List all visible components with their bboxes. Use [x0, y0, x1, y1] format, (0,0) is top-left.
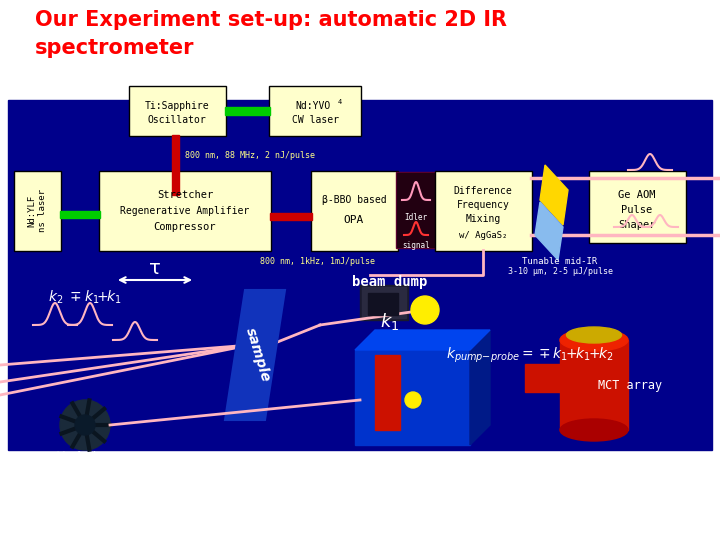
- Circle shape: [411, 296, 439, 324]
- Circle shape: [60, 400, 110, 450]
- Bar: [0, 0, 720, 100]
- Bar: [560, 340, 628, 430]
- Text: β-BBO based: β-BBO based: [322, 195, 387, 205]
- Bar: [355, 350, 470, 445]
- Text: Nd:YVO: Nd:YVO: [295, 101, 330, 111]
- Text: τ: τ: [149, 259, 161, 278]
- Text: 4: 4: [338, 99, 342, 105]
- Polygon shape: [540, 165, 568, 225]
- Circle shape: [75, 415, 95, 435]
- Bar: [60, 211, 100, 218]
- Text: Pulse: Pulse: [621, 205, 652, 215]
- FancyBboxPatch shape: [99, 171, 271, 251]
- Bar: [172, 135, 179, 195]
- Text: optical chopper: optical chopper: [45, 451, 125, 461]
- Text: Nd:YLF
ns laser: Nd:YLF ns laser: [27, 190, 47, 233]
- Text: OPA: OPA: [344, 215, 364, 225]
- Text: Oscillator: Oscillator: [148, 115, 207, 125]
- Text: 3-10 μm, 2-5 μJ/pulse: 3-10 μm, 2-5 μJ/pulse: [508, 267, 613, 276]
- Text: Frequency: Frequency: [456, 200, 510, 210]
- Text: sample: sample: [243, 326, 273, 384]
- Text: Ti:Sapphire: Ti:Sapphire: [145, 101, 210, 111]
- Text: MCT array: MCT array: [598, 379, 662, 392]
- Bar: [368, 293, 398, 315]
- Text: $k_{pump\mathrm{-}probe} = \mp k_1 \!\!+\!\! k_1 \!\!+\!\! k_2$: $k_{pump\mathrm{-}probe} = \mp k_1 \!\!+…: [446, 346, 613, 365]
- Text: spectrometer: spectrometer: [35, 38, 194, 58]
- Text: Regenerative Amplifier: Regenerative Amplifier: [120, 206, 250, 216]
- FancyBboxPatch shape: [14, 171, 61, 251]
- Text: monochromator: monochromator: [342, 455, 418, 465]
- Bar: [270, 213, 312, 220]
- Text: CW laser: CW laser: [292, 115, 338, 125]
- Text: beam dump: beam dump: [352, 275, 428, 289]
- Text: Difference: Difference: [454, 186, 513, 196]
- Text: $k_2\ \mp k_1 \!\!+\!\! k_1$: $k_2\ \mp k_1 \!\!+\!\! k_1$: [48, 288, 122, 306]
- Text: 800 nm, 1kHz, 1mJ/pulse: 800 nm, 1kHz, 1mJ/pulse: [260, 258, 375, 267]
- Text: Mixing: Mixing: [465, 214, 500, 224]
- Text: Stretcher: Stretcher: [157, 190, 213, 200]
- Polygon shape: [535, 202, 563, 260]
- Bar: [396, 172, 436, 248]
- Polygon shape: [355, 330, 490, 350]
- Text: 800 nm, 88 MHz, 2 nJ/pulse: 800 nm, 88 MHz, 2 nJ/pulse: [185, 151, 315, 159]
- Text: Compressor: Compressor: [154, 222, 216, 232]
- Ellipse shape: [567, 327, 621, 343]
- FancyBboxPatch shape: [129, 86, 226, 136]
- FancyBboxPatch shape: [435, 171, 532, 251]
- Bar: [225, 107, 270, 115]
- Text: Idler: Idler: [405, 213, 428, 222]
- Ellipse shape: [560, 419, 628, 441]
- Text: Ge AOM: Ge AOM: [618, 190, 656, 200]
- Text: w/ AgGaS₂: w/ AgGaS₂: [459, 231, 507, 240]
- FancyBboxPatch shape: [311, 171, 398, 251]
- Bar: [8, 100, 712, 450]
- Text: signal: signal: [402, 241, 430, 251]
- Polygon shape: [225, 290, 285, 420]
- Bar: [362, 287, 406, 318]
- Ellipse shape: [560, 329, 628, 351]
- Polygon shape: [470, 330, 490, 445]
- Text: Shaper: Shaper: [618, 220, 656, 230]
- Bar: [360, 285, 408, 320]
- Bar: [375, 355, 400, 430]
- Bar: [525, 364, 560, 392]
- Bar: [397, 173, 435, 247]
- Text: Tunable mid-IR: Tunable mid-IR: [523, 258, 598, 267]
- FancyBboxPatch shape: [269, 86, 361, 136]
- Circle shape: [405, 392, 421, 408]
- FancyBboxPatch shape: [589, 171, 686, 243]
- Text: Our Experiment set-up: automatic 2D IR: Our Experiment set-up: automatic 2D IR: [35, 10, 507, 30]
- Text: $k_1$: $k_1$: [380, 312, 400, 333]
